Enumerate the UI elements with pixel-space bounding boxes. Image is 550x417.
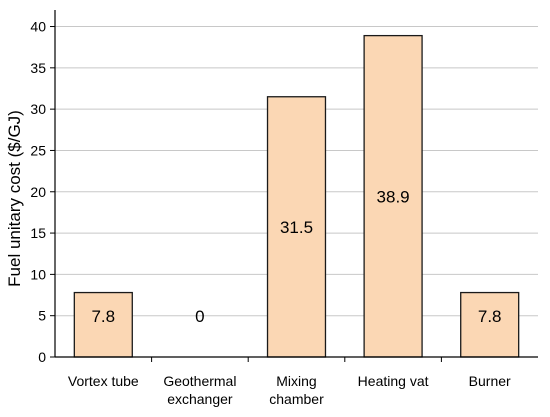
bar [460, 291, 520, 358]
y-tick-label: 25 [30, 142, 46, 158]
bar-value-label: 7.8 [478, 307, 502, 326]
y-tick-label: 10 [30, 266, 46, 282]
bar [73, 291, 133, 358]
y-tick-label: 40 [30, 19, 46, 35]
bar-value-label: 38.9 [377, 187, 410, 206]
x-category-label: exchanger [167, 391, 233, 407]
y-axis-label: Fuel unitary cost ($/GJ) [5, 110, 24, 287]
x-category-label: Geothermal [163, 373, 236, 389]
x-category-label: Heating vat [358, 373, 429, 389]
y-tick-label: 35 [30, 60, 46, 76]
y-tick-label: 20 [30, 184, 46, 200]
y-tick-label: 0 [38, 349, 46, 365]
ticks-layer: 0 5 10 15 20 25 30 35 40 [30, 19, 442, 365]
bar-value-label: 31.5 [280, 218, 313, 237]
bars-layer [73, 34, 520, 358]
x-category-label: chamber [269, 391, 324, 407]
bar [266, 96, 327, 358]
x-category-label: Vortex tube [68, 373, 139, 389]
y-tick-label: 5 [38, 308, 46, 324]
bar-value-label: 7.8 [91, 307, 115, 326]
labels-layer: 7.8 Vortex tube 0 Geothermal exchanger 31.5 Mi… [68, 187, 511, 407]
bar [363, 34, 423, 358]
y-tick-label: 30 [30, 101, 46, 117]
x-category-label: Burner [469, 373, 511, 389]
x-category-label: Mixing [276, 373, 316, 389]
bar-value-label: 0 [195, 307, 204, 326]
y-tick-label: 15 [30, 225, 46, 241]
